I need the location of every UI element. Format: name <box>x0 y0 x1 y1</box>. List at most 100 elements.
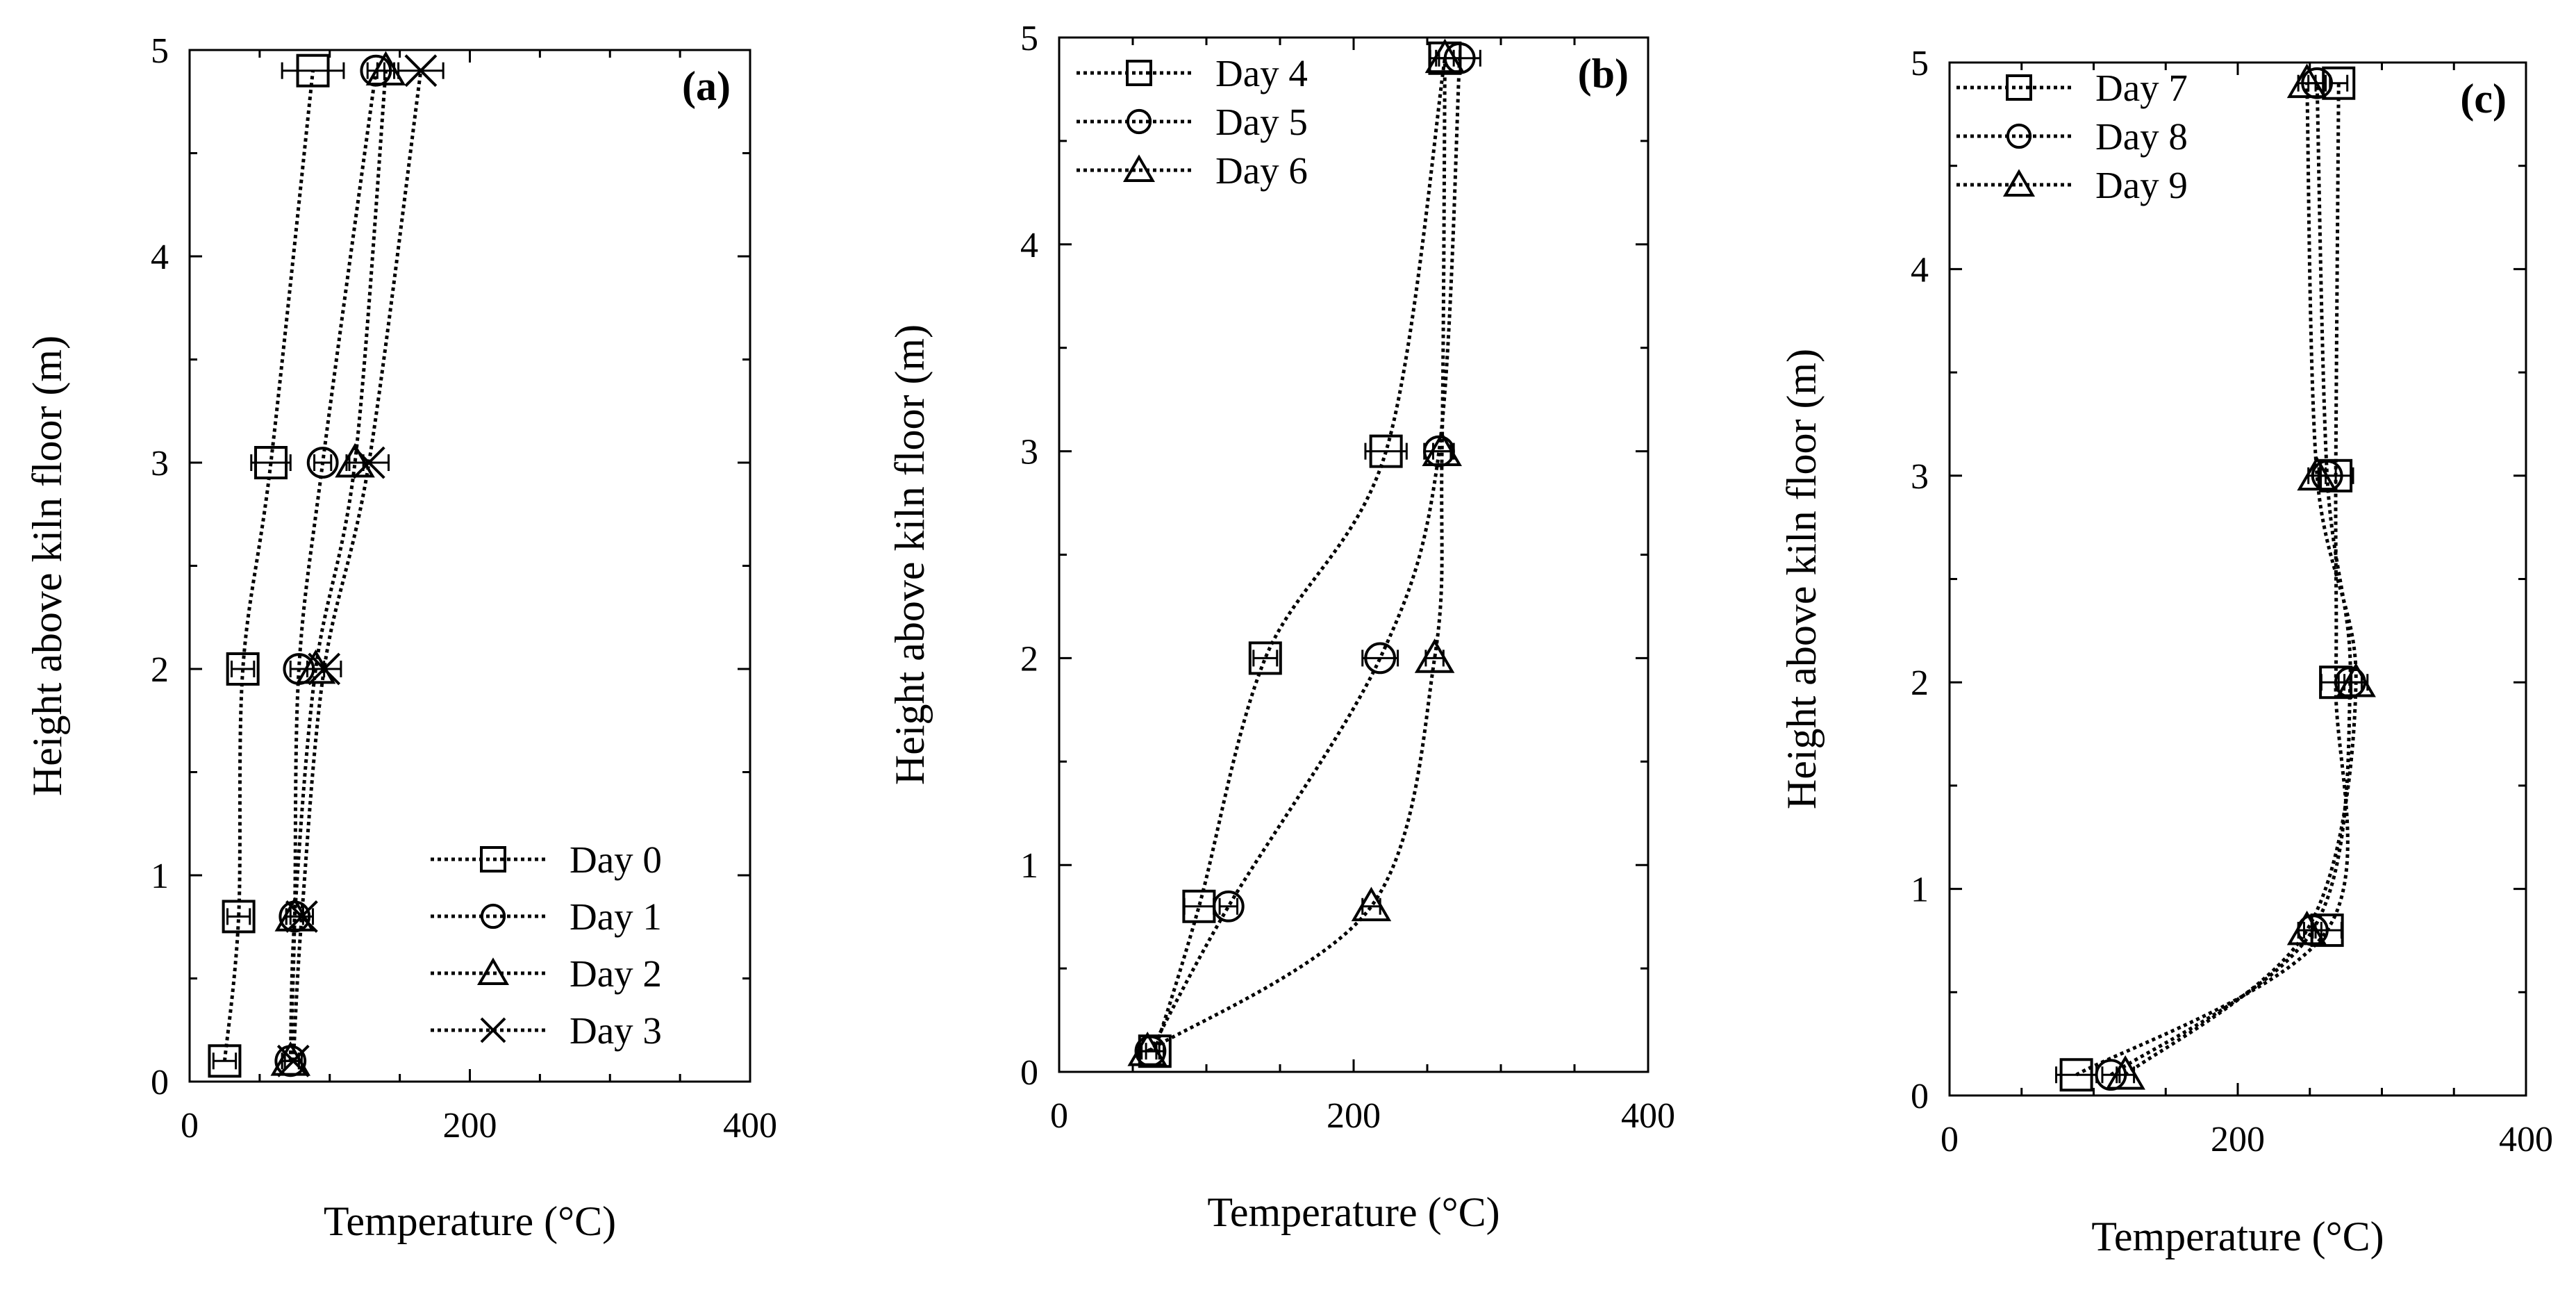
y-tick-label: 4 <box>1020 226 1038 265</box>
legend-label: Day 5 <box>1215 101 1308 143</box>
series-line <box>222 70 315 1061</box>
legend: Day 0 Day 1 Day 2 Day 3 <box>431 838 662 1052</box>
plot-frame <box>188 49 751 1083</box>
y-tick-label: 1 <box>1911 870 1929 910</box>
y-tick-label: 3 <box>1911 457 1929 497</box>
y-tick-label: 2 <box>151 650 169 690</box>
data-point-x <box>308 652 341 686</box>
data-point-triangle <box>2286 910 2327 945</box>
data-point-x <box>352 446 385 479</box>
data-point-triangle <box>1424 38 1465 74</box>
x-tick-label: 400 <box>723 1106 777 1146</box>
plot-frame <box>1948 61 2527 1097</box>
series-day-4 <box>1138 41 1462 1068</box>
data-point-triangle <box>365 51 406 86</box>
data-point-triangle <box>1127 1032 1167 1066</box>
data-point-square <box>222 900 256 934</box>
legend-entry: Day 4 <box>1077 52 1308 94</box>
x-tick-label: 400 <box>1621 1096 1675 1136</box>
legend: Day 7 Day 8 Day 9 <box>1956 67 2188 206</box>
data-point-square <box>208 1044 242 1078</box>
data-point-x <box>404 54 438 88</box>
y-tick-label: 5 <box>1911 44 1929 83</box>
legend-entry: Day 2 <box>431 952 662 995</box>
data-point-triangle <box>2297 456 2337 491</box>
data-point-circle <box>1212 890 1245 923</box>
legend-marker-circle <box>480 903 506 929</box>
legend-marker-square <box>1126 60 1152 86</box>
legend-marker-square <box>480 846 506 873</box>
y-tick-label: 5 <box>1020 19 1038 58</box>
y-tick-label: 1 <box>1020 846 1038 886</box>
legend-label: Day 1 <box>570 895 662 938</box>
series-day-0 <box>208 53 345 1078</box>
series-day-5 <box>1134 42 1481 1068</box>
series-day-1 <box>274 54 392 1077</box>
legend-entry: Day 1 <box>431 895 662 938</box>
y-tick-label: 4 <box>151 238 169 277</box>
data-point-triangle <box>1414 638 1455 673</box>
legend-label: Day 8 <box>2095 115 2188 158</box>
series-line <box>1149 58 1462 1052</box>
data-point-square <box>1248 641 1282 675</box>
data-point-square <box>226 652 260 686</box>
y-axis-label: Height above kiln floor (m) <box>24 336 70 796</box>
series-day-3 <box>276 54 444 1077</box>
panel-c: 0 200 400 0 1 2 3 4 5 Temperature (°C) Height abov… <box>1779 44 2553 1259</box>
series-line <box>1146 58 1447 1053</box>
legend-entry: Day 0 <box>431 838 662 881</box>
x-tick-label: 0 <box>1050 1096 1068 1136</box>
panel-label: (b) <box>1578 51 1629 97</box>
legend-entry: Day 8 <box>1956 115 2188 158</box>
legend-entry: Day 5 <box>1077 101 1308 143</box>
series-line <box>1153 58 1447 1052</box>
y-tick-label: 4 <box>1911 250 1929 290</box>
x-axis-label: Temperature (°C) <box>1207 1189 1499 1235</box>
series-day-6 <box>1127 38 1465 1066</box>
legend-entry: Day 7 <box>1956 67 2188 109</box>
legend-marker-x <box>480 1017 506 1043</box>
y-tick-label: 0 <box>1020 1053 1038 1093</box>
plot-frame <box>1058 36 1650 1073</box>
y-axis-label: Height above kiln floor (m) <box>1779 349 1825 809</box>
data-point-x <box>285 900 318 933</box>
y-tick-label: 0 <box>1911 1077 1929 1116</box>
legend-label: Day 0 <box>570 838 662 881</box>
data-point-x <box>276 1044 310 1077</box>
data-point-circle <box>1364 642 1397 675</box>
legend-marker-circle <box>1126 108 1152 135</box>
data-point-triangle <box>270 1041 311 1076</box>
data-point-triangle <box>1351 886 1392 922</box>
series-line <box>288 70 388 1061</box>
legend-marker-triangle <box>1122 154 1156 182</box>
legend-marker-circle <box>2006 123 2032 149</box>
data-point-square <box>296 53 330 88</box>
y-tick-label: 3 <box>1020 433 1038 472</box>
legend-marker-square <box>2006 74 2032 101</box>
series-line <box>291 70 423 1061</box>
legend-label: Day 4 <box>1215 52 1308 94</box>
legend-label: Day 2 <box>570 952 662 995</box>
y-tick-label: 1 <box>151 857 169 896</box>
data-point-triangle <box>2336 663 2376 697</box>
series-line <box>2124 83 2358 1077</box>
x-tick-label: 200 <box>443 1106 497 1146</box>
data-point-triangle <box>2105 1055 2145 1090</box>
x-tick-label: 400 <box>2499 1120 2553 1159</box>
series-line <box>2075 83 2350 1077</box>
data-point-triangle <box>2286 63 2327 99</box>
y-tick-label: 2 <box>1911 663 1929 703</box>
legend-marker-triangle <box>2002 169 2036 197</box>
legend-label: Day 6 <box>1215 149 1308 192</box>
legend-label: Day 9 <box>2095 164 2188 206</box>
legend: Day 4 Day 5 Day 6 <box>1077 52 1308 192</box>
data-point-square <box>1369 434 1403 468</box>
panel-a: 0 200 400 0 1 2 3 4 5 Temperature (°C) Height abov… <box>24 31 777 1244</box>
x-tick-label: 0 <box>181 1106 199 1146</box>
data-point-square <box>254 446 288 479</box>
y-tick-label: 0 <box>151 1063 169 1102</box>
data-point-circle <box>306 447 339 479</box>
y-tick-label: 2 <box>1020 639 1038 679</box>
legend-entry: Day 6 <box>1077 149 1308 192</box>
